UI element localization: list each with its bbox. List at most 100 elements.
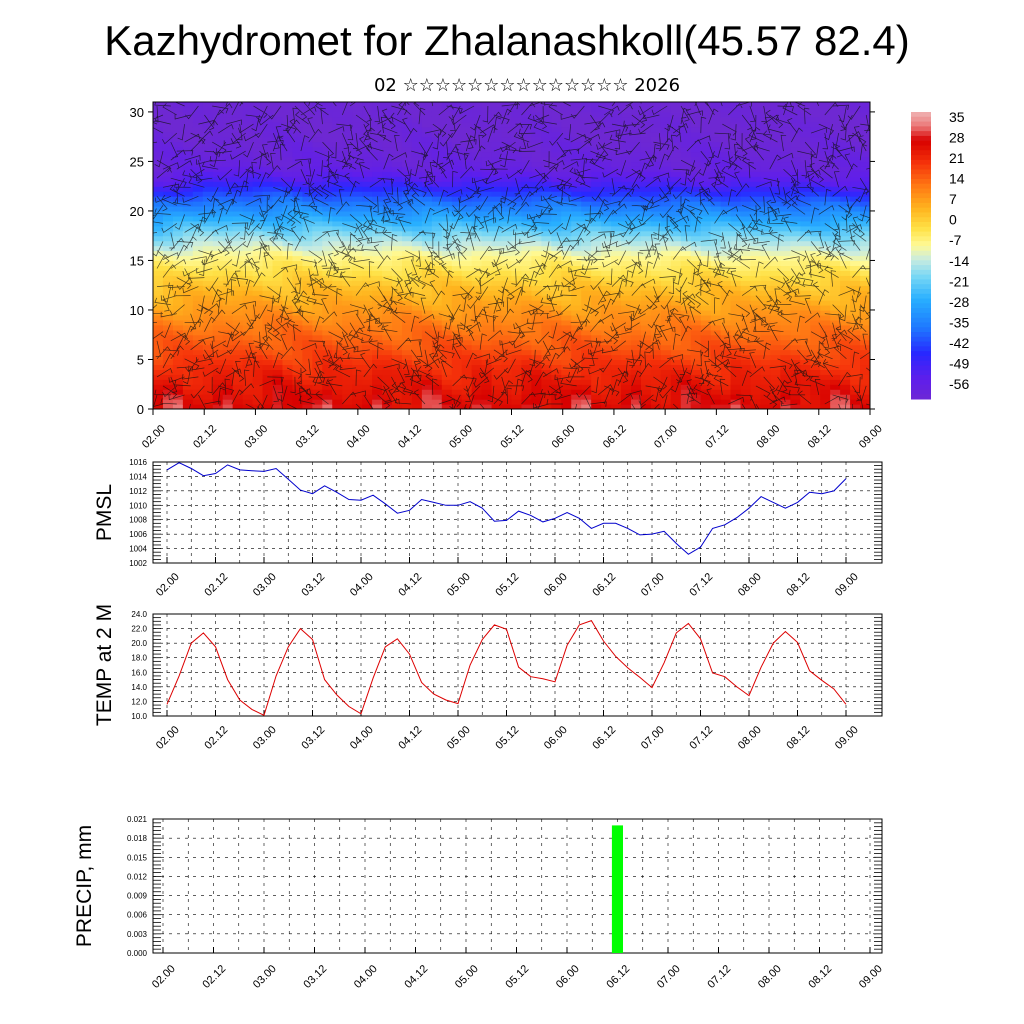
heatmap-cell [441,201,453,207]
heatmap-cell [850,240,861,247]
heatmap-cell [192,196,204,202]
heatmap-cell [650,290,662,296]
heatmap-cell [153,334,164,341]
heatmap-cell [611,280,622,286]
heatmap-cell [830,334,841,341]
heatmap-cell [640,121,652,128]
heatmap-cell [760,354,772,361]
heatmap-cell [750,102,762,108]
heatmap-cell [292,111,303,118]
heatmap-cell [172,334,184,341]
heatmap-cell [561,309,572,316]
colorbar-segment [911,226,931,233]
grid-lines [153,819,882,953]
heatmap-cell [830,210,841,217]
heatmap-cell [690,334,702,341]
heatmap-cell [601,245,612,252]
heatmap-cell [601,300,612,306]
heatmap-cell [541,394,552,400]
heatmap-cell [202,121,214,128]
heatmap-cell [212,161,224,167]
heatmap-cell [182,354,194,361]
heatmap-cell [660,111,672,118]
heatmap-cell [611,359,622,366]
heatmap-cell [531,250,542,257]
heatmap-cell [850,106,861,113]
heatmap-cell [760,384,772,390]
heatmap-cell [790,339,801,346]
colorbar-segment [911,312,931,319]
heatmap-cell [153,339,164,346]
heatmap-cell [491,215,503,222]
heatmap-cell [441,319,453,326]
heatmap-cell [800,305,811,311]
heatmap-cell [182,210,194,217]
heatmap-cell [611,146,622,153]
heatmap-cell [222,201,234,207]
heatmap-cell [860,379,870,385]
heatmap-cell [372,309,383,316]
heatmap-cell [521,205,533,212]
heatmap-cell [521,131,533,138]
heatmap-cell [511,121,523,128]
heatmap-cell [860,220,870,227]
heatmap-cell [212,394,224,400]
heatmap-cell [421,344,433,351]
heatmap-cell [292,399,303,405]
heatmap-cell [670,156,682,163]
heatmap-cell [710,235,722,242]
heatmap-cell [362,359,373,366]
heatmap-cell [621,329,632,336]
heatmap-cell [342,166,353,172]
heatmap-cell [441,260,453,266]
heatmap-cell [750,374,762,380]
heatmap-cell [730,369,742,375]
heatmap-cell [212,300,224,306]
heatmap-cell [372,191,383,197]
x-tick-label: 07.12 [703,423,731,451]
heatmap-cell [292,131,303,138]
heatmap-cell [710,210,722,217]
heatmap-cell [730,116,742,123]
heatmap-cell [840,166,851,172]
heatmap-cell [810,230,821,237]
heatmap-cell [491,354,503,361]
heatmap-cell [192,270,204,276]
heatmap-cell [302,240,313,247]
heatmap-cell [830,116,841,123]
heatmap-cell [192,285,204,291]
heatmap-cell [202,295,214,301]
heatmap-cell [621,285,632,291]
heatmap-cell [352,265,363,271]
heatmap-cell [451,339,463,346]
heatmap-cell [342,235,353,242]
heatmap-cell [820,121,831,128]
heatmap-cell [541,314,552,321]
heatmap-cell [411,324,423,331]
heatmap-cell [640,201,652,207]
x-tick-label: 05.00 [445,724,473,752]
y-tick-label: 20.0 [131,639,147,648]
heatmap-cell [810,265,821,271]
heatmap-cell [232,260,244,266]
heatmap-cell [421,290,433,296]
heatmap-cell [242,324,254,331]
heatmap-cell [441,181,453,187]
x-tick-label: 07.00 [639,724,667,752]
heatmap-cell [202,191,214,197]
heatmap-cell [601,235,612,242]
heatmap-cell [392,305,403,311]
heatmap-cell [372,349,383,356]
heatmap-cell [700,384,712,390]
heatmap-cell [800,121,811,128]
heatmap-cell [262,225,274,232]
heatmap-cell [561,280,572,286]
heatmap-cell [690,220,702,227]
heatmap-cell [740,106,752,113]
heatmap-cell [182,309,194,316]
heatmap-cell [272,255,284,262]
heatmap-cell [322,166,333,172]
heatmap-cell [421,275,433,281]
heatmap-cell [362,121,373,128]
heatmap-cell [640,171,652,177]
